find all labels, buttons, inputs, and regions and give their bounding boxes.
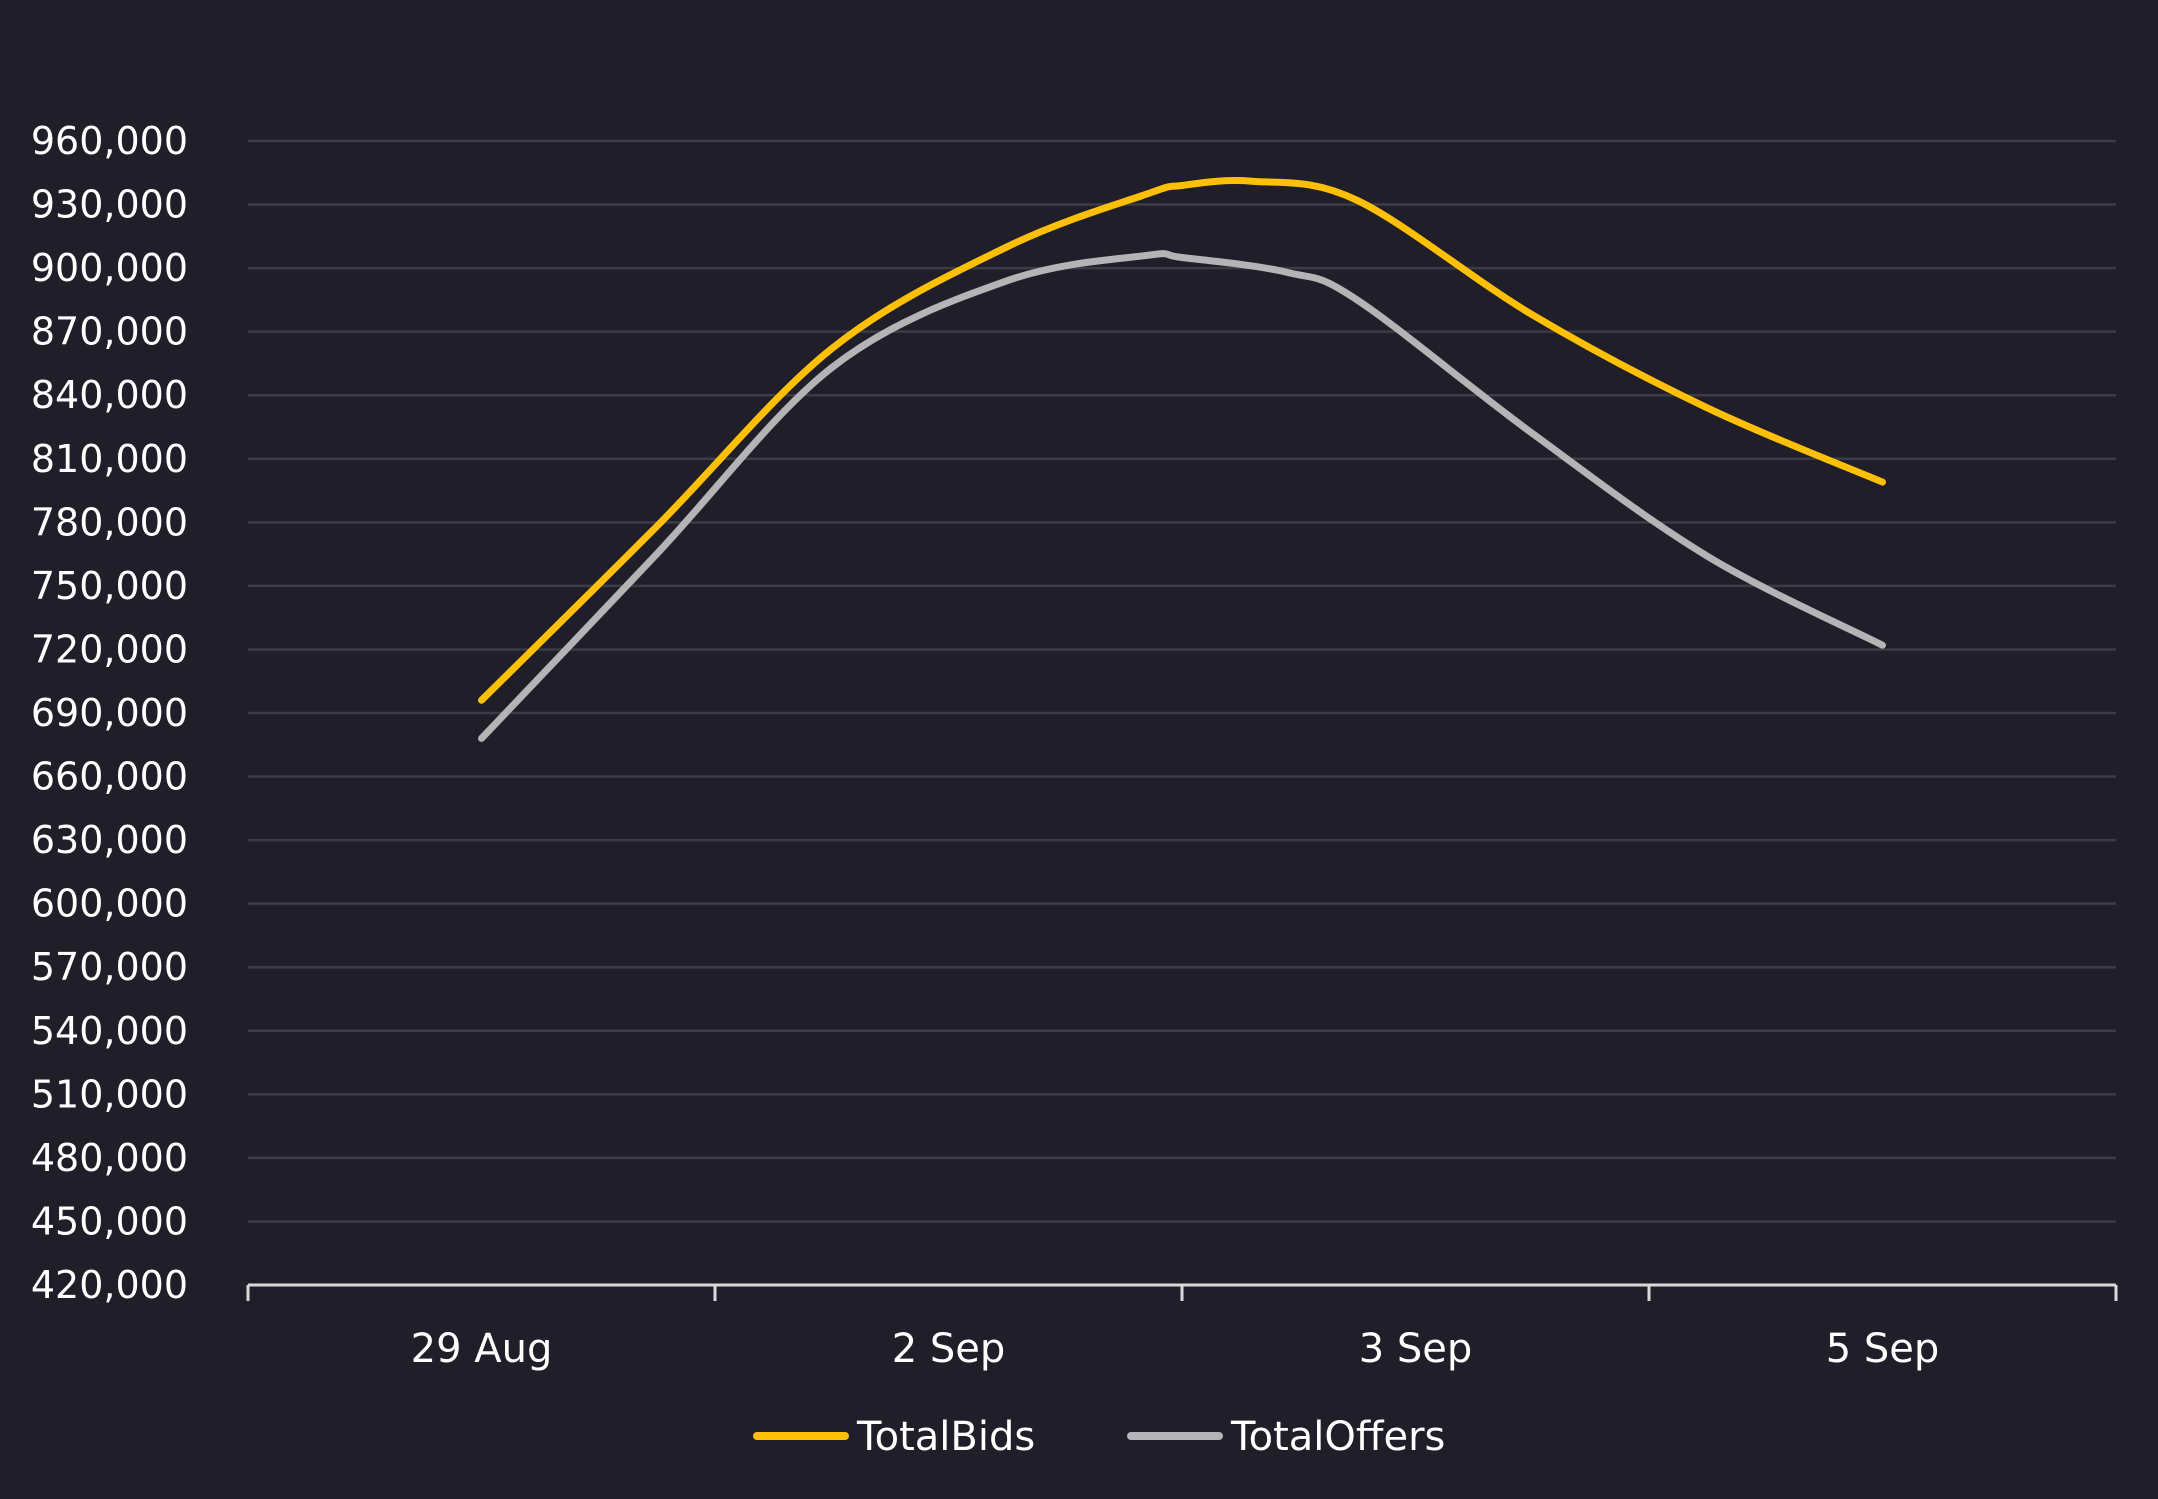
y-tick-label: 960,000	[31, 119, 188, 163]
y-tick-label: 510,000	[31, 1072, 188, 1116]
x-tick-label: 3 Sep	[1359, 1326, 1473, 1372]
y-tick-label: 660,000	[31, 755, 188, 799]
y-tick-label: 420,000	[31, 1263, 188, 1307]
x-tick-label: 29 Aug	[411, 1326, 553, 1372]
y-tick-label: 900,000	[31, 246, 188, 290]
series-line-totaloffers	[478, 250, 1886, 742]
y-tick-label: 780,000	[31, 500, 188, 544]
legend-label: TotalOffers	[1230, 1414, 1445, 1460]
x-axis: 29 Aug 2 Sep 3 Sep 5 Sep	[246, 1283, 2118, 1372]
x-tick-label: 5 Sep	[1826, 1326, 1940, 1372]
y-tick-label: 630,000	[31, 818, 188, 862]
y-tick-label: 450,000	[31, 1199, 188, 1243]
y-tick-label: 480,000	[31, 1136, 188, 1180]
grid-lines	[248, 139, 2116, 1223]
y-tick-label: 840,000	[31, 373, 188, 417]
y-tick-label: 750,000	[31, 564, 188, 608]
y-tick-label: 570,000	[31, 945, 188, 989]
y-tick-label: 930,000	[31, 183, 188, 227]
y-tick-label: 540,000	[31, 1009, 188, 1053]
y-tick-label: 870,000	[31, 310, 188, 354]
legend: TotalBids TotalOffers	[753, 1414, 1445, 1460]
x-tick-label: 2 Sep	[892, 1326, 1006, 1372]
y-tick-label: 810,000	[31, 437, 188, 481]
y-tick-label: 720,000	[31, 627, 188, 671]
y-tick-label: 600,000	[31, 882, 188, 926]
series-line-totalbids	[478, 177, 1886, 704]
y-tick-label: 690,000	[31, 691, 188, 735]
legend-label: TotalBids	[856, 1414, 1035, 1460]
y-axis-ticks: 420,000 450,000 480,000 510,000 540,000 570,0…	[31, 119, 188, 1307]
series-lines	[478, 177, 1886, 742]
